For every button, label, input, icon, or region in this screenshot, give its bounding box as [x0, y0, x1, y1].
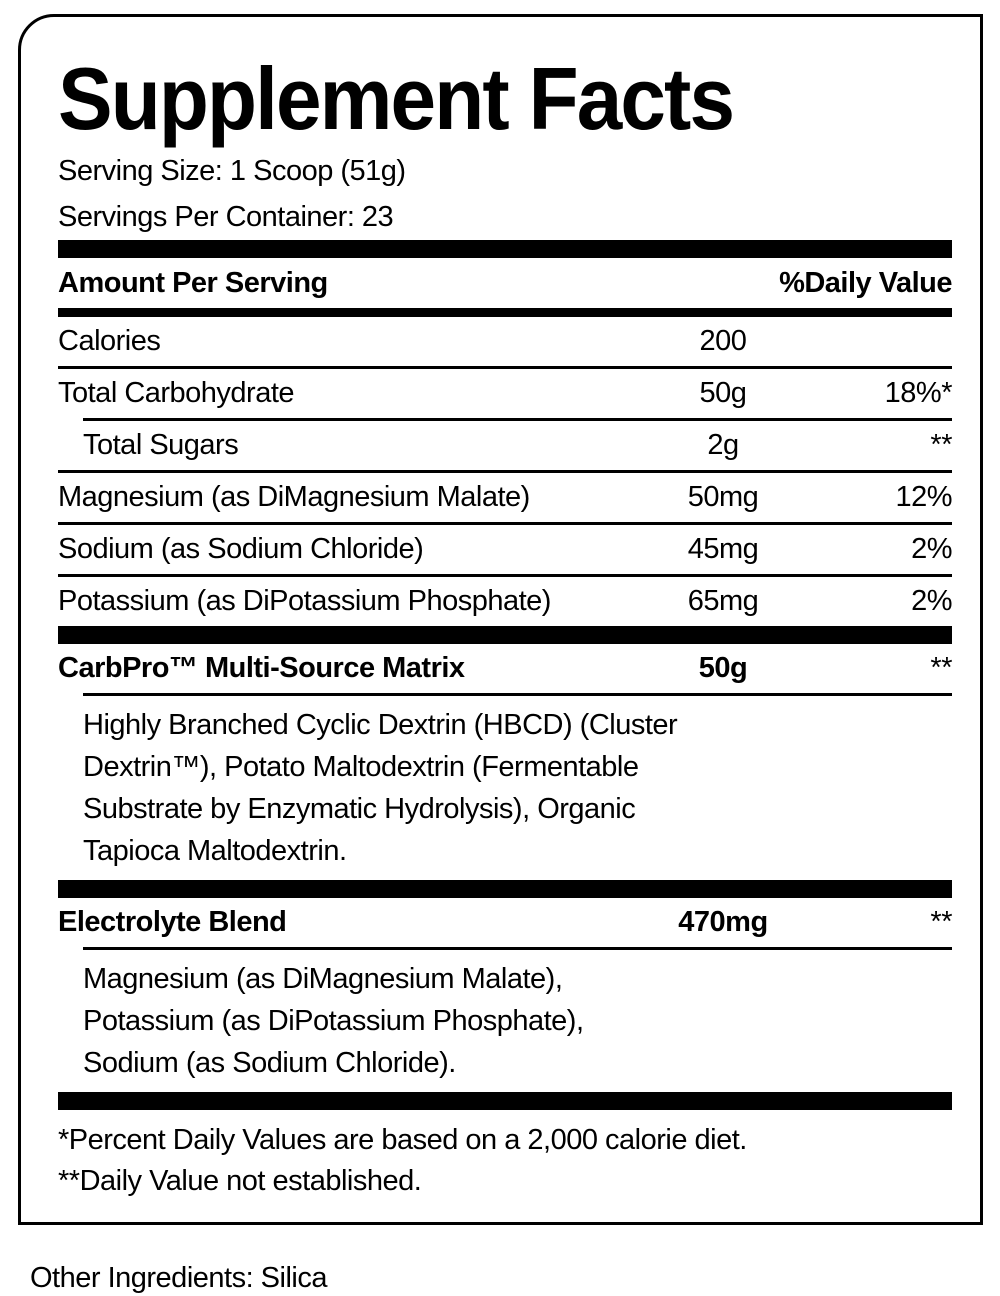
blend-sections: CarbPro™ Multi-Source Matrix 50g ** High… [58, 626, 953, 1092]
nutrient-name: Total Carbohydrate [58, 377, 295, 410]
nutrient-row: Potassium (as DiPotassium Phosphate) 65m… [58, 577, 953, 626]
blend-section: Electrolyte Blend 470mg ** Magnesium (as… [58, 880, 953, 1092]
daily-value-header: %Daily Value [779, 266, 952, 299]
servings-per-container-line: Servings Per Container: 23 [58, 201, 394, 234]
blend-section: CarbPro™ Multi-Source Matrix 50g ** High… [58, 626, 953, 880]
nutrient-amount: 65mg [687, 585, 759, 618]
blend-header-row: Electrolyte Blend 470mg ** [58, 898, 953, 947]
blend-amount: 470mg [678, 906, 768, 939]
nutrient-name: Potassium (as DiPotassium Phosphate) [58, 585, 551, 618]
blend-description: Magnesium (as DiMagnesium Malate), Potas… [83, 963, 584, 1080]
row-divider [58, 366, 952, 370]
supplement-facts-panel: Supplement Facts Serving Size: 1 Scoop (… [18, 14, 983, 1225]
section-bar-top [58, 240, 952, 259]
row-divider [58, 470, 952, 474]
blend-header-row: CarbPro™ Multi-Source Matrix 50g ** [58, 644, 953, 693]
serving-info: Serving Size: 1 Scoop (51g) Servings Per… [58, 148, 952, 240]
nutrient-name: Magnesium (as DiMagnesium Malate) [58, 481, 530, 514]
nutrient-daily-value: ** [930, 429, 952, 462]
blend-daily-value: ** [930, 906, 952, 939]
amount-per-serving-header: Amount Per Serving [58, 266, 328, 299]
blend-name: Electrolyte Blend [58, 906, 287, 939]
header-underline-bar [58, 308, 952, 318]
nutrient-name: Sodium (as Sodium Chloride) [58, 533, 424, 566]
blend-name: CarbPro™ Multi-Source Matrix [58, 652, 465, 685]
nutrient-daily-value: 12% [895, 481, 952, 514]
section-bar [58, 880, 952, 899]
nutrient-row: Total Carbohydrate 50g 18%* [58, 369, 953, 418]
footnotes: *Percent Daily Values are based on a 2,0… [58, 1110, 952, 1202]
column-header-row: Amount Per Serving %Daily Value [58, 258, 952, 308]
row-divider [58, 574, 952, 578]
blend-amount: 50g [698, 652, 748, 685]
nutrient-amount: 50mg [687, 481, 759, 514]
footnote: *Percent Daily Values are based on a 2,0… [58, 1124, 747, 1157]
nutrient-amount: 45mg [687, 533, 759, 566]
label-title: Supplement Facts [58, 49, 735, 148]
blend-divider [83, 693, 952, 697]
blend-daily-value: ** [930, 652, 952, 685]
nutrient-amount: 50g [699, 377, 747, 410]
nutrient-row: Total Sugars 2g ** [58, 421, 953, 470]
footnote: **Daily Value not established. [58, 1165, 422, 1198]
nutrient-rows: Calories 200 Total Carbohydrate 50g 18%*… [58, 317, 953, 626]
blend-divider [83, 947, 952, 951]
blend-description: Highly Branched Cyclic Dextrin (HBCD) (C… [83, 709, 678, 868]
nutrient-amount: 200 [699, 325, 747, 358]
other-ingredients-line: Other Ingredients: Silica [30, 1262, 327, 1294]
nutrient-name: Total Sugars [83, 429, 239, 462]
row-divider [83, 418, 952, 422]
nutrient-row: Magnesium (as DiMagnesium Malate) 50mg 1… [58, 473, 953, 522]
nutrient-daily-value: 2% [911, 585, 952, 618]
section-bar-footnotes [58, 1092, 952, 1111]
nutrient-daily-value: 2% [911, 533, 952, 566]
serving-size-line: Serving Size: 1 Scoop (51g) [58, 155, 406, 188]
row-divider [58, 522, 952, 526]
nutrient-amount: 2g [707, 429, 739, 462]
nutrient-row: Sodium (as Sodium Chloride) 45mg 2% [58, 525, 953, 574]
nutrient-name: Calories [58, 325, 161, 358]
nutrient-daily-value: 18%* [884, 377, 953, 410]
nutrient-row: Calories 200 [58, 317, 952, 366]
section-bar [58, 626, 952, 645]
